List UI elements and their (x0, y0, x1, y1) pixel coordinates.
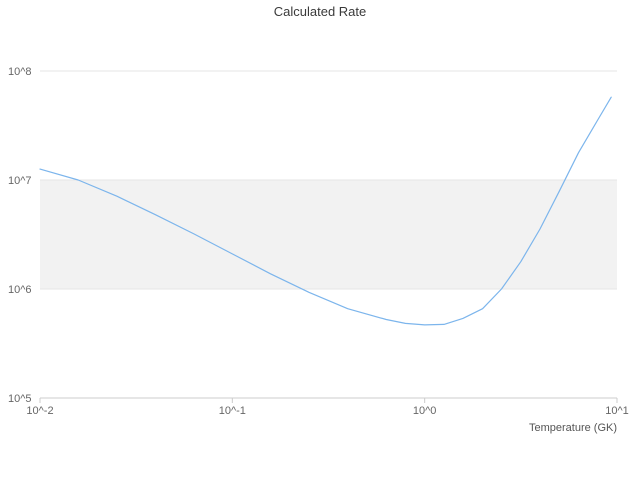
x-tick-label: 10^0 (413, 405, 437, 417)
plot-band-layer (40, 180, 617, 289)
series-layer (39, 96, 612, 326)
plot-band (40, 180, 617, 289)
axis-layer (39, 397, 618, 403)
x-tick-label: 10^1 (605, 405, 629, 417)
y-tick-label: 10^8 (8, 66, 32, 78)
rate-series-line (39, 96, 612, 326)
x-tick-label: 10^-1 (219, 405, 246, 417)
x-axis-title: Temperature (GK) (529, 422, 617, 434)
chart-title: Calculated Rate (274, 4, 367, 19)
y-tick-label: 10^5 (8, 393, 32, 405)
x-tick-label: 10^-2 (26, 405, 53, 417)
y-tick-label: 10^7 (8, 175, 32, 187)
y-tick-label: 10^6 (8, 284, 32, 296)
tick-label-layer: 10^5 10^6 10^7 10^8 10^-2 10^-1 10^0 10^1 (8, 66, 629, 417)
